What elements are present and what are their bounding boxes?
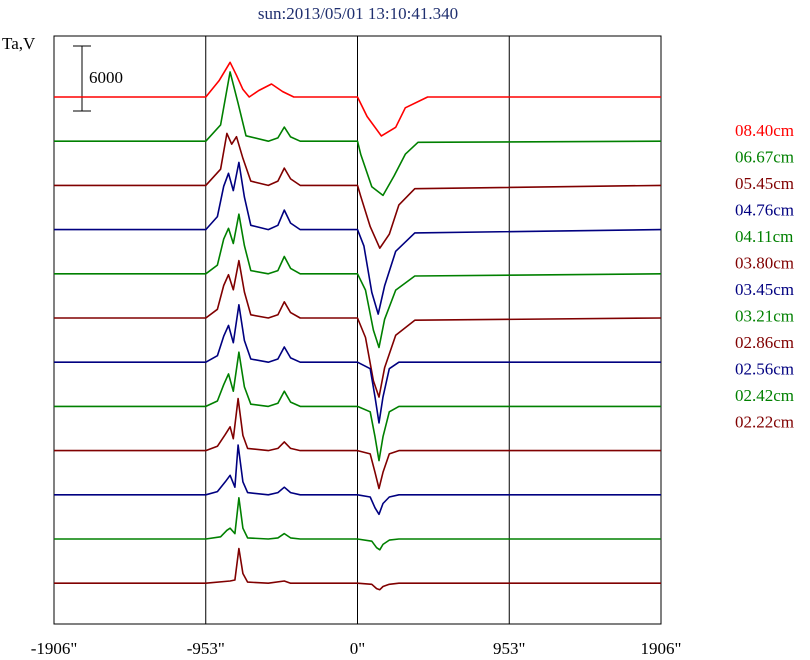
- legend-entry: 02.22cm: [735, 413, 794, 432]
- legend-entry: 03.80cm: [735, 254, 794, 273]
- x-tick-labels: -1906" -953" 0" 953" 1906": [31, 639, 682, 658]
- legend-entry: 06.67cm: [735, 148, 794, 167]
- series-line-02.86cm: [54, 397, 661, 490]
- series-line-05.45cm: [54, 132, 662, 249]
- series-line-04.76cm: [54, 161, 662, 315]
- series-line-03.21cm: [54, 351, 661, 462]
- vertical-reference-lines: [205, 36, 510, 624]
- series-line-03.80cm: [54, 259, 662, 398]
- legend-entry: 02.42cm: [735, 386, 794, 405]
- series-line-08.40cm: [54, 61, 661, 137]
- x-tick-label: -1906": [31, 639, 78, 658]
- legend-entry: 04.76cm: [735, 201, 794, 220]
- legend-entry: 02.86cm: [735, 333, 794, 352]
- legend-entry: 02.56cm: [735, 360, 794, 379]
- scale-bar: 6000: [73, 45, 123, 112]
- x-tick-label: 0": [350, 639, 365, 658]
- series-line-02.56cm: [54, 444, 661, 516]
- x-tick-label: -953": [187, 639, 225, 658]
- series-line-02.22cm: [54, 547, 661, 591]
- x-tick-label: 953": [493, 639, 525, 658]
- scale-bar-label: 6000: [89, 68, 123, 87]
- legend-entry: 03.45cm: [735, 280, 794, 299]
- legend-entry: 03.21cm: [735, 307, 794, 326]
- series-line-02.42cm: [54, 497, 661, 551]
- series-line-06.67cm: [54, 71, 662, 197]
- legend: 08.40cm 06.67cm 05.45cm 04.76cm 04.11cm 03.80…: [735, 121, 794, 432]
- legend-entry: 04.11cm: [735, 227, 793, 246]
- series-line-04.11cm: [54, 213, 662, 349]
- series-line-03.45cm: [54, 304, 661, 424]
- series-traces: [54, 61, 662, 591]
- x-tick-label: 1906": [641, 639, 682, 658]
- legend-entry: 08.40cm: [735, 121, 794, 140]
- legend-entry: 05.45cm: [735, 174, 794, 193]
- y-axis-label: Ta,V: [2, 34, 36, 53]
- chart-title: sun:2013/05/01 13:10:41.340: [258, 4, 458, 23]
